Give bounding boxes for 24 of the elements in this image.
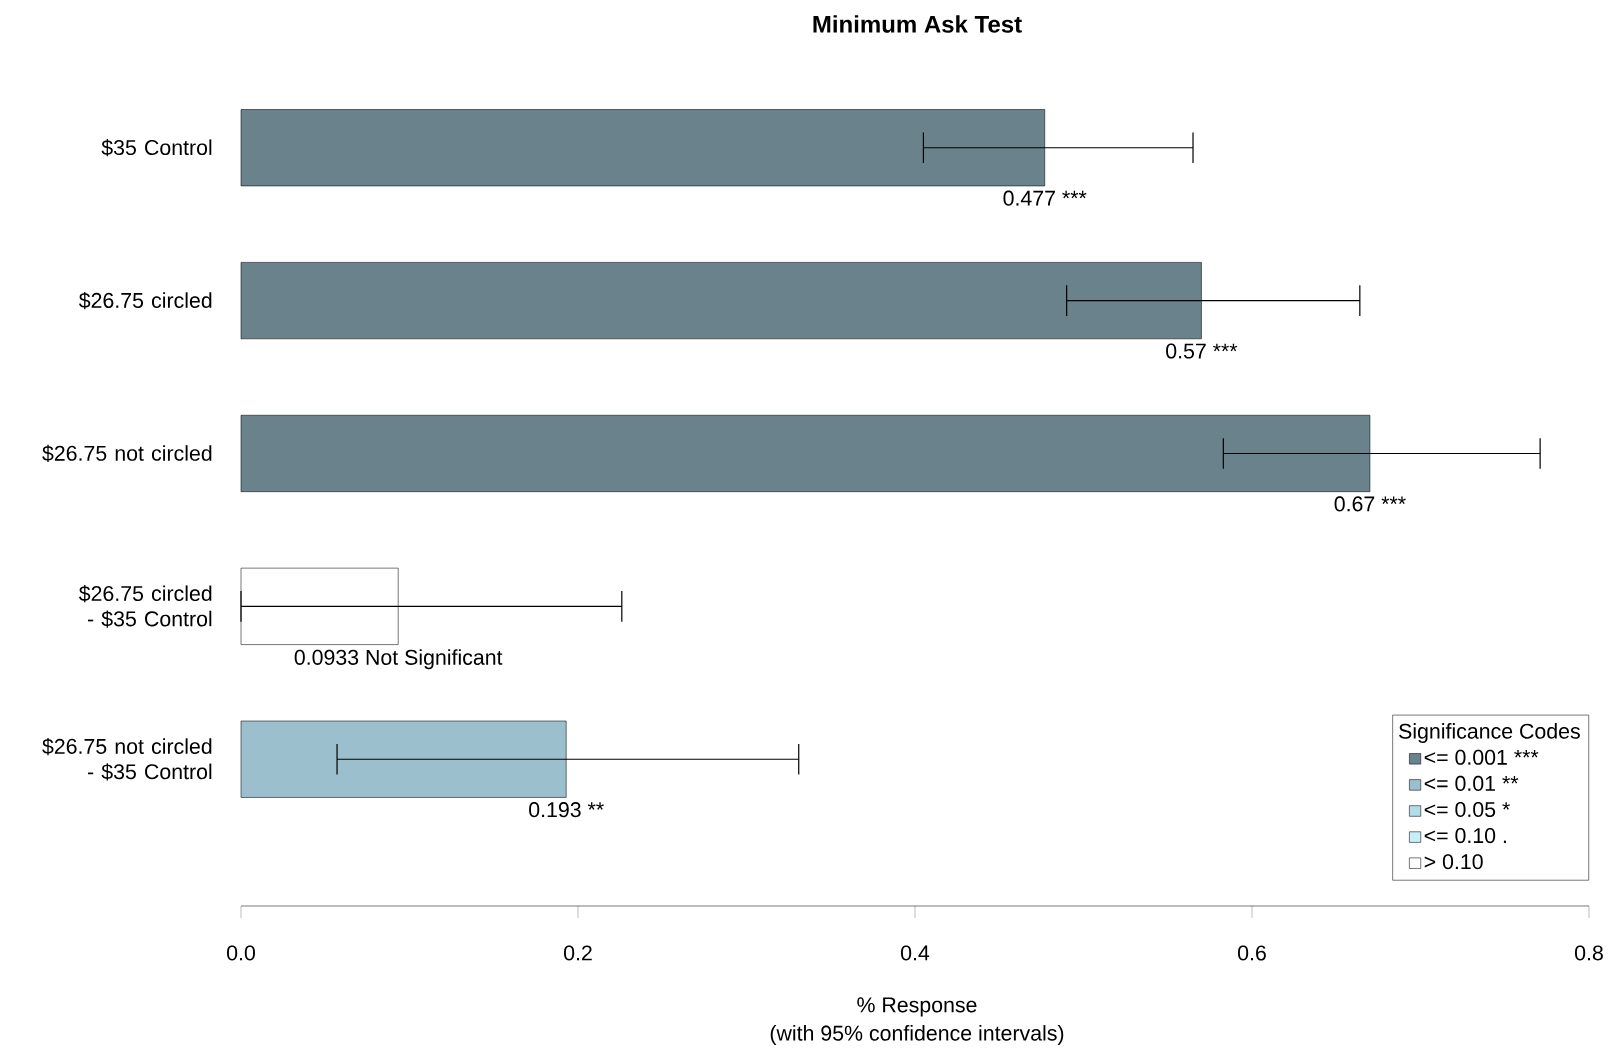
legend-label: <= 0.001 *** (1424, 749, 1539, 765)
data-label: 0.57 *** (1166, 343, 1238, 359)
legend-label: <= 0.10 . (1424, 828, 1506, 844)
y-tick-label: $26.75 not circled (42, 444, 212, 463)
x-tick-label: 0.8 (1575, 945, 1603, 961)
data-label: 0.193 ** (529, 802, 604, 818)
x-tick-label: 0.2 (564, 945, 592, 961)
legend-label: <= 0.01 ** (1424, 775, 1519, 791)
y-tick-label: $35 Control (101, 139, 212, 157)
legend-label: <= 0.05 * (1424, 801, 1510, 818)
legend-label: > 0.10 (1424, 854, 1483, 870)
chart-title: Minimum Ask Test (813, 15, 1022, 33)
x-tick-label: 0.6 (1238, 945, 1266, 961)
y-tick-label: $26.75 not circled - $35 Control (42, 737, 212, 781)
x-tick-label: 0.0 (227, 945, 255, 961)
data-label: 0.67 *** (1334, 496, 1406, 512)
x-tick-label: 0.4 (901, 945, 930, 961)
text: (with 95% confidence intervals) (770, 1025, 1064, 1045)
data-label: 0.477 *** (1003, 190, 1087, 206)
y-tick-label: $26.75 circled (78, 291, 212, 310)
x-axis-title: % Response (857, 997, 977, 1017)
data-label: 0.0933 Not Significant (294, 649, 503, 670)
y-tick-label: $26.75 circled - $35 Control (78, 585, 212, 628)
legend-title: Significance Codes (1399, 723, 1580, 743)
